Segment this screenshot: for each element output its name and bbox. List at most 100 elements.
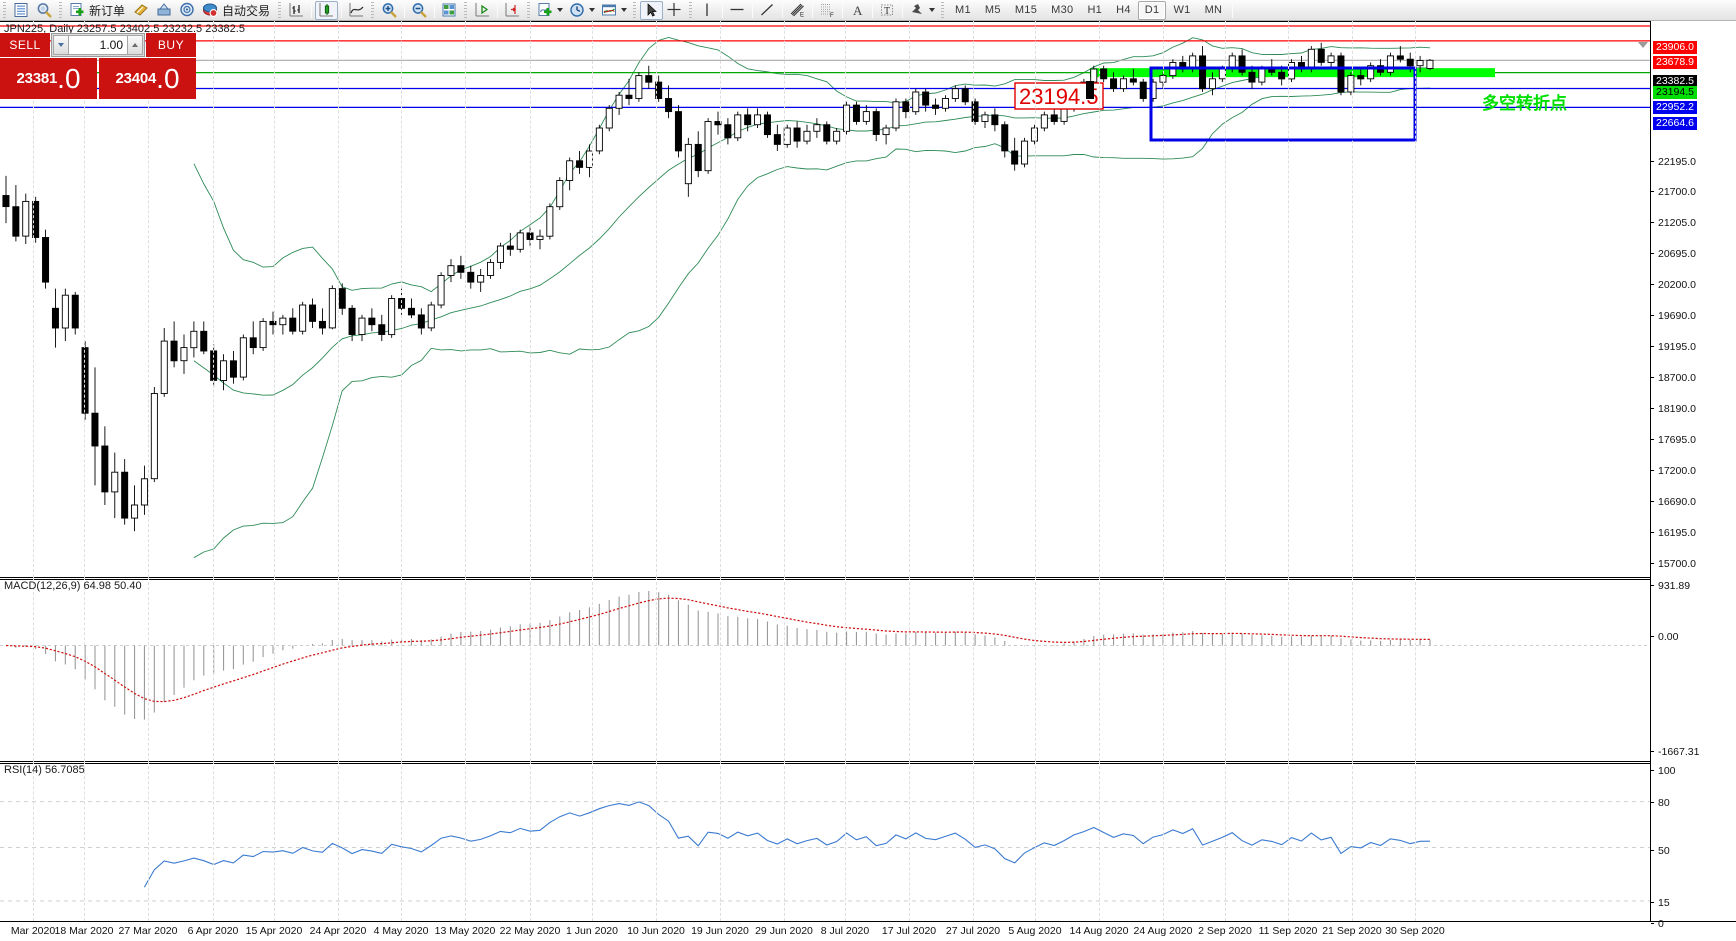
channel-glyph: E bbox=[790, 3, 804, 18]
candlestick bbox=[991, 108, 999, 132]
toolbar-grip[interactable] bbox=[276, 1, 284, 19]
metaeditor-icon[interactable] bbox=[130, 1, 153, 20]
chart-shift-marker[interactable] bbox=[1638, 42, 1648, 48]
candlestick bbox=[971, 98, 979, 125]
bar-chart-icon[interactable] bbox=[285, 1, 308, 20]
pivot-price-tag[interactable]: 23194.5 bbox=[1014, 81, 1104, 110]
toolbar-grip[interactable] bbox=[369, 1, 377, 19]
toolbar-grip[interactable] bbox=[462, 1, 470, 19]
chevron-down-icon[interactable] bbox=[621, 8, 628, 12]
blue-level-label[interactable]: 22952.2 bbox=[1653, 100, 1697, 114]
timeframe-d1[interactable]: D1 bbox=[1137, 0, 1167, 20]
vertical-gridline bbox=[148, 577, 149, 761]
second-red-level[interactable]: 23678.9 bbox=[1653, 55, 1697, 69]
zoom-in-icon[interactable] bbox=[378, 1, 401, 20]
green-level-label[interactable]: 23194.5 bbox=[1653, 85, 1697, 99]
equidistant-channel-icon[interactable]: E bbox=[786, 1, 809, 20]
price-plot-area[interactable]: 23194.5 多空转折点 bbox=[0, 21, 1650, 577]
chart-shift-icon[interactable] bbox=[501, 1, 524, 20]
chevron-down-icon[interactable] bbox=[589, 8, 596, 12]
auto-scroll-icon[interactable] bbox=[471, 1, 494, 20]
last-price-label[interactable]: 23382.5 bbox=[1653, 74, 1697, 88]
text-tool-icon[interactable]: A bbox=[846, 1, 869, 20]
one-click-trading-panel[interactable]: SELL 1.00 BUY 23381 .0 23404 .0 bbox=[0, 33, 196, 99]
timeframe-m15[interactable]: M15 bbox=[1014, 4, 1038, 16]
cursor-tool-icon[interactable] bbox=[640, 0, 664, 20]
rsi-pane[interactable]: RSI(14) 56.7085 100 80 50 15 0 bbox=[0, 761, 1736, 930]
time-axis[interactable]: Mar 2020 18 Mar 2020 27 Mar 2020 6 Apr 2020… bbox=[0, 921, 1736, 941]
signals-icon[interactable] bbox=[176, 1, 199, 20]
data-window-icon[interactable] bbox=[33, 1, 56, 20]
macd-signal-line bbox=[5, 597, 1430, 703]
fibonacci-retracement-icon[interactable]: F bbox=[816, 1, 839, 20]
vertical-gridline bbox=[465, 761, 466, 921]
strategy-tester-icon[interactable] bbox=[153, 1, 176, 20]
candlestick bbox=[447, 259, 455, 283]
lower-blue-level[interactable]: 22664.6 bbox=[1653, 116, 1697, 130]
timeframe-h1[interactable]: H1 bbox=[1087, 4, 1103, 16]
market-watch-icon[interactable] bbox=[10, 1, 33, 20]
time-tick: 15 Apr 2020 bbox=[245, 925, 303, 937]
chevron-down-icon[interactable] bbox=[929, 8, 936, 12]
new-order-button[interactable]: 新订单 bbox=[66, 1, 130, 20]
bollinger-lower-band bbox=[193, 87, 1431, 559]
rsi-axis: 100 80 50 15 0 bbox=[1650, 761, 1736, 930]
sell-button[interactable]: SELL bbox=[0, 33, 50, 57]
volume-decrease-button[interactable] bbox=[53, 35, 69, 55]
candlestick bbox=[338, 283, 346, 315]
volume-value[interactable]: 1.00 bbox=[69, 35, 127, 55]
periods-button[interactable] bbox=[566, 1, 598, 20]
timeframe-m5[interactable]: M5 bbox=[984, 4, 1001, 16]
vertical-gridline bbox=[1225, 761, 1226, 921]
vertical-gridline bbox=[973, 577, 974, 761]
line-chart-icon[interactable] bbox=[345, 1, 368, 20]
buy-button[interactable]: BUY bbox=[146, 33, 196, 57]
price-tick: 21205.0 bbox=[1651, 217, 1736, 229]
tile-windows-icon[interactable] bbox=[438, 1, 461, 20]
timeframe-w1[interactable]: W1 bbox=[1173, 4, 1191, 16]
toolbar-grip[interactable] bbox=[631, 1, 639, 19]
timeframe-m30[interactable]: M30 bbox=[1051, 4, 1074, 16]
vertical-line-icon[interactable] bbox=[696, 1, 719, 20]
timeframe-h4[interactable]: H4 bbox=[1116, 4, 1131, 16]
vertical-gridline bbox=[338, 21, 339, 577]
timeframe-m1[interactable]: M1 bbox=[955, 4, 971, 16]
toolbar-grip[interactable] bbox=[687, 1, 695, 19]
crosshair-tool-icon[interactable] bbox=[663, 1, 686, 20]
upper-red-level[interactable]: 23906.0 bbox=[1653, 40, 1697, 54]
price-axis[interactable]: 22195.0 21700.0 21205.0 20695.0 20200.0 19690… bbox=[1650, 21, 1736, 577]
chevron-down-icon[interactable] bbox=[557, 8, 564, 12]
pane-divider bbox=[0, 21, 1736, 22]
indicators-button[interactable] bbox=[534, 1, 566, 20]
buy-price[interactable]: 23404 .0 bbox=[99, 58, 196, 99]
volume-stepper[interactable]: 1.00 bbox=[51, 33, 145, 57]
trendline-icon[interactable] bbox=[756, 1, 779, 20]
macd-divider-top2 bbox=[0, 579, 1736, 580]
candlestick bbox=[51, 288, 59, 348]
macd-tick: 0.00 bbox=[1651, 631, 1736, 643]
sell-price[interactable]: 23381 .0 bbox=[0, 58, 97, 99]
toolbar-grip[interactable] bbox=[1, 1, 8, 19]
bollinger-mid-band bbox=[193, 67, 1431, 396]
zoom-out-icon[interactable] bbox=[408, 1, 431, 20]
timeframe-mn[interactable]: MN bbox=[1204, 4, 1223, 16]
price-tick: 17695.0 bbox=[1651, 434, 1736, 446]
templates-button[interactable] bbox=[598, 1, 630, 20]
toolbar-grip[interactable] bbox=[525, 1, 533, 19]
text-label-icon[interactable]: T bbox=[876, 1, 899, 20]
vertical-gridline bbox=[1352, 761, 1353, 921]
vertical-gridline bbox=[1415, 577, 1416, 761]
chart-workspace[interactable]: JPN225, Daily 23257.5 23402.5 23232.5 23… bbox=[0, 21, 1736, 941]
macd-tick: -1667.31 bbox=[1651, 746, 1736, 758]
horizontal-line-icon[interactable] bbox=[726, 1, 749, 20]
toolbar-grip[interactable] bbox=[57, 1, 64, 19]
time-tick: 18 Mar 2020 bbox=[54, 925, 114, 937]
toolbar-grip[interactable] bbox=[939, 1, 947, 19]
autotrading-button[interactable]: 自动交易 bbox=[199, 1, 275, 20]
shapes-button[interactable] bbox=[906, 1, 938, 20]
volume-increase-button[interactable] bbox=[127, 35, 143, 55]
macd-pane[interactable]: MACD(12,26,9) 64.98 50.40 931.89 0.00 -166… bbox=[0, 577, 1736, 761]
candlestick-chart-icon[interactable] bbox=[315, 0, 339, 20]
time-tick: 27 Mar 2020 bbox=[118, 925, 178, 937]
price-pane[interactable]: JPN225, Daily 23257.5 23402.5 23232.5 23… bbox=[0, 21, 1736, 577]
